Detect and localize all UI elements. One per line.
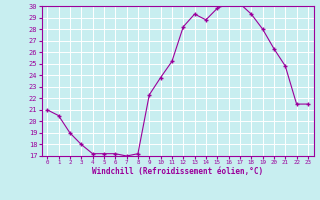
- X-axis label: Windchill (Refroidissement éolien,°C): Windchill (Refroidissement éolien,°C): [92, 167, 263, 176]
